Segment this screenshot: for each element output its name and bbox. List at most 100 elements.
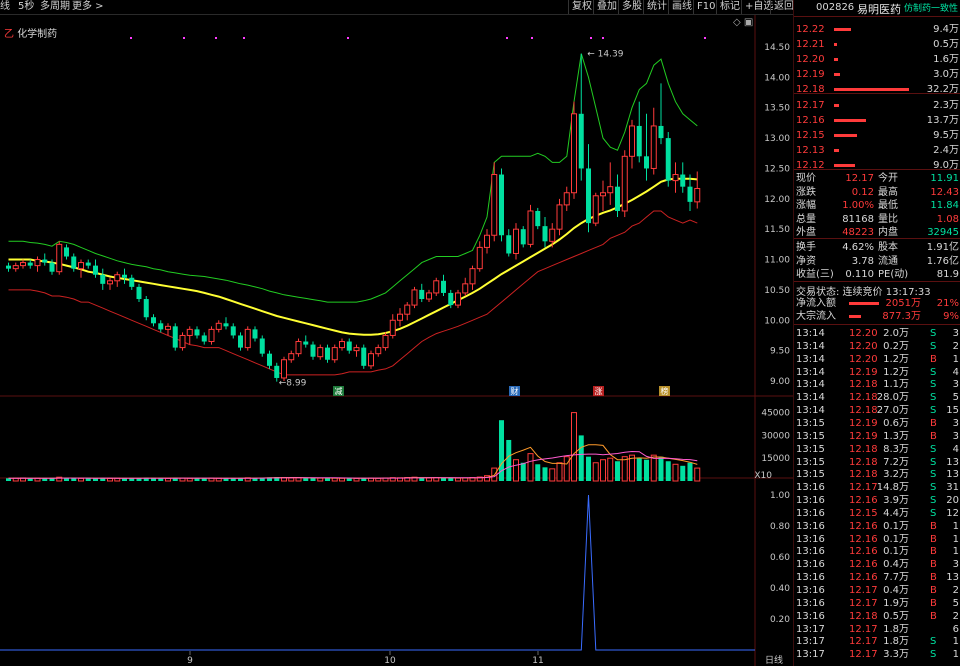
diamond-icon[interactable]: ◇ xyxy=(733,17,741,28)
stats-row: 涨幅 1.00% 最低 11.84 xyxy=(794,199,960,212)
stat-key: 净资 xyxy=(796,255,816,267)
orderbook-volume: 32.2万 xyxy=(926,84,959,95)
signal-dot xyxy=(590,37,592,39)
event-badge-label: 榜 xyxy=(661,386,669,396)
orderbook-price: 12.12 xyxy=(796,160,825,171)
signal-dot xyxy=(704,37,706,39)
candle-body xyxy=(433,280,440,294)
candle-body xyxy=(361,347,367,366)
candle-body xyxy=(223,323,229,327)
tab-line[interactable]: 线 xyxy=(0,1,10,12)
orderbook-volume-bar xyxy=(834,134,857,137)
volume-bar xyxy=(151,477,156,481)
tick-volume: 8.3万 xyxy=(883,443,909,455)
price-tick-label: 9.00 xyxy=(770,377,790,387)
volume-bar xyxy=(426,477,432,482)
tick-side: S xyxy=(930,495,937,507)
tick-time: 13:16 xyxy=(796,533,825,545)
candle-body xyxy=(650,125,657,169)
tick-price: 12.16 xyxy=(849,533,878,545)
tick-row: 13:14 12.18 27.0万 S 15 xyxy=(794,404,960,417)
candle-body xyxy=(143,299,149,318)
volume-bar xyxy=(520,462,526,481)
chart-settings-icons[interactable]: ◇ ▣ xyxy=(733,17,753,28)
tick-side: B xyxy=(930,559,937,571)
candle-body xyxy=(600,192,606,197)
tick-price: 12.15 xyxy=(849,507,878,519)
mark-button[interactable]: 标记 xyxy=(716,0,743,14)
volume-bar xyxy=(49,478,55,481)
statistics-button[interactable]: 统计 xyxy=(643,0,670,14)
candle-body xyxy=(56,243,63,273)
industry-label: 乙 化学制药 xyxy=(4,25,57,40)
volume-bar xyxy=(56,476,63,482)
volume-bar xyxy=(629,454,635,482)
candle-body xyxy=(259,338,265,354)
settings-square-icon[interactable]: ▣ xyxy=(743,17,754,28)
orderbook-volume: 9.0万 xyxy=(933,160,959,171)
stat-key: 现价 xyxy=(796,173,816,184)
tick-price: 12.19 xyxy=(849,417,878,429)
candle-body xyxy=(578,113,584,169)
add-watchlist-button[interactable]: +自选 xyxy=(741,0,776,14)
tick-time: 13:16 xyxy=(796,495,825,507)
tick-time: 13:14 xyxy=(796,405,825,417)
candle-body xyxy=(151,317,156,324)
stat-key: 外盘 xyxy=(796,227,816,238)
volume-bar xyxy=(527,453,534,482)
tab-multi-period[interactable]: 多周期 xyxy=(40,1,70,12)
candle-body xyxy=(586,168,591,224)
volume-bar xyxy=(71,478,77,481)
volume-bar xyxy=(194,478,200,481)
more-button[interactable]: 更多 > xyxy=(72,1,104,12)
tick-count: 6 xyxy=(952,623,959,635)
tick-volume: 3.2万 xyxy=(883,469,909,481)
volume-bar xyxy=(571,412,577,482)
concept-tag[interactable]: 仿制药一致性 xyxy=(904,4,959,14)
tick-volume: 1.9万 xyxy=(883,597,909,609)
volume-bar xyxy=(317,477,324,482)
stats-row: 现价 12.17 今开 11.91 xyxy=(794,172,960,185)
back-button[interactable]: 返回 xyxy=(770,0,797,14)
tick-count: 3 xyxy=(952,417,959,429)
stat-value: 32945 xyxy=(927,227,959,238)
tab-5s[interactable]: 5秒 xyxy=(18,1,35,12)
tick-row: 13:14 12.20 1.2万 B 1 xyxy=(794,353,960,366)
orderbook-volume: 1.6万 xyxy=(933,54,959,65)
candle-body xyxy=(680,174,686,187)
volume-bar xyxy=(78,477,84,482)
candle-body xyxy=(158,323,164,330)
overlay-button[interactable]: 叠加 xyxy=(593,0,620,14)
volume-bar xyxy=(441,477,446,481)
tick-side: S xyxy=(930,366,937,378)
indicator-tick-label: 0.20 xyxy=(770,615,790,625)
multi-stock-button[interactable]: 多股 xyxy=(618,0,645,14)
stat-key: 最低 xyxy=(878,200,898,211)
stat-key: 涨幅 xyxy=(796,200,816,211)
draw-line-button[interactable]: 画线 xyxy=(668,0,695,14)
price-tick-label: 14.00 xyxy=(764,73,790,83)
tick-price: 12.17 xyxy=(849,597,878,609)
tick-volume: 7.7万 xyxy=(883,572,909,584)
candle-body xyxy=(346,341,352,351)
tick-count: 4 xyxy=(952,443,959,455)
tick-row: 13:16 12.16 0.1万 B 1 xyxy=(794,545,960,558)
f10-button[interactable]: F10 xyxy=(693,0,718,14)
stat-value: 0.12 xyxy=(851,186,874,198)
signal-dot xyxy=(243,37,245,39)
candle-body xyxy=(484,234,490,248)
candle-body xyxy=(448,292,454,306)
kline-chart[interactable]: 14.50 14.00 13.50 13.00 12.50 12.00 11.50 11.00… xyxy=(0,15,793,666)
tick-price: 12.18 xyxy=(849,610,878,622)
restore-rights-button[interactable]: 复权 xyxy=(568,0,595,14)
tick-count: 13 xyxy=(946,456,959,468)
tick-row: 13:14 12.20 0.2万 S 2 xyxy=(794,340,960,353)
tick-count: 1 xyxy=(952,353,959,365)
tick-side: B xyxy=(930,585,937,596)
date-axis-label: 11 xyxy=(532,656,543,666)
volume-bar xyxy=(223,478,229,481)
stock-code: 002826 xyxy=(816,2,855,13)
stat-key: 今开 xyxy=(878,173,898,184)
signal-dot xyxy=(531,37,533,39)
tick-price: 12.18 xyxy=(849,469,878,481)
